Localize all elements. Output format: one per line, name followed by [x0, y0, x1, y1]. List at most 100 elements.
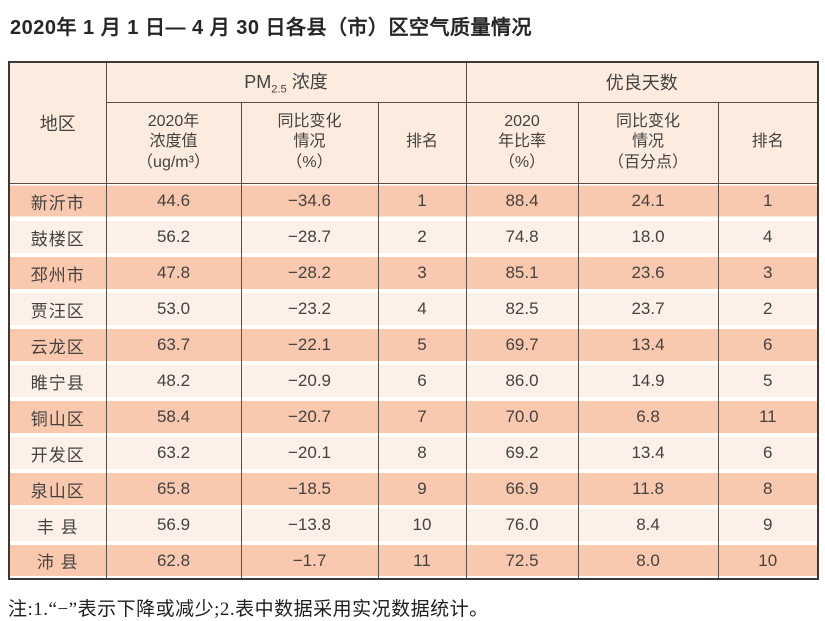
good-change-cell: 24.1 — [577, 183, 719, 219]
good-rank-cell: 6 — [717, 327, 819, 363]
good-rate-cell: 76.0 — [465, 507, 579, 543]
region-cell: 丰 县 — [8, 507, 107, 543]
pm-rank-cell: 5 — [377, 327, 467, 363]
good-rank-cell: 5 — [717, 363, 819, 399]
table-row: 鼓楼区 56.2 −28.7 2 74.8 18.0 4 — [8, 219, 819, 255]
pm-value-cell: 56.2 — [105, 219, 242, 255]
good-rate-cell: 74.8 — [465, 219, 579, 255]
pm25-label-rest: 浓度 — [286, 72, 328, 93]
good-rank-cell: 6 — [717, 435, 819, 471]
table-row: 贾汪区 53.0 −23.2 4 82.5 23.7 2 — [8, 291, 819, 327]
good-rate-cell: 86.0 — [465, 363, 579, 399]
pm-change-cell: −20.9 — [240, 363, 379, 399]
good-change-cell: 23.6 — [577, 255, 719, 291]
pm25-label-sub: 2.5 — [271, 84, 287, 97]
pm-change-cell: −1.7 — [240, 543, 379, 579]
pm-rank-cell: 10 — [377, 507, 467, 543]
page-title: 2020年 1 月 1 日— 4 月 30 日各县（市）区空气质量情况 — [10, 17, 533, 39]
good-change-cell: 8.4 — [577, 507, 719, 543]
pm-change-cell: −13.8 — [240, 507, 379, 543]
region-cell: 泉山区 — [8, 471, 107, 507]
pm-value-cell: 48.2 — [105, 363, 242, 399]
pm-rank-cell: 4 — [377, 291, 467, 327]
table-row: 新沂市 44.6 −34.6 1 88.4 24.1 1 — [8, 183, 819, 219]
pm-change-cell: −23.2 — [240, 291, 379, 327]
region-cell: 沛 县 — [8, 543, 107, 579]
pm-change-cell: −28.7 — [240, 219, 379, 255]
pm-value-cell: 62.8 — [105, 543, 242, 579]
header-good-change: 同比变化 情况 （百分点） — [577, 102, 719, 184]
good-change-cell: 18.0 — [577, 219, 719, 255]
pm-rank-cell: 3 — [377, 255, 467, 291]
region-cell: 云龙区 — [8, 327, 107, 363]
good-change-cell: 23.7 — [577, 291, 719, 327]
pm-rank-cell: 8 — [377, 435, 467, 471]
pm-rank-cell: 11 — [377, 543, 467, 579]
pm-value-cell: 56.9 — [105, 507, 242, 543]
region-cell: 贾汪区 — [8, 291, 107, 327]
good-change-cell: 8.0 — [577, 543, 719, 579]
good-rank-cell: 11 — [717, 399, 819, 435]
region-cell: 鼓楼区 — [8, 219, 107, 255]
good-change-cell: 11.8 — [577, 471, 719, 507]
good-rank-cell: 8 — [717, 471, 819, 507]
good-rate-cell: 82.5 — [465, 291, 579, 327]
header-pm-change: 同比变化 情况 （%） — [240, 102, 379, 184]
pm-change-cell: −18.5 — [240, 471, 379, 507]
pm-rank-cell: 1 — [377, 183, 467, 219]
pm-change-cell: −20.1 — [240, 435, 379, 471]
region-cell: 睢宁县 — [8, 363, 107, 399]
good-rate-cell: 72.5 — [465, 543, 579, 579]
header-pm25-group: PM2.5 浓度 — [105, 62, 467, 103]
table-row: 泉山区 65.8 −18.5 9 66.9 11.8 8 — [8, 471, 819, 507]
table-row: 丰 县 56.9 −13.8 10 76.0 8.4 9 — [8, 507, 819, 543]
region-cell: 邳州市 — [8, 255, 107, 291]
pm-value-cell: 44.6 — [105, 183, 242, 219]
good-rate-cell: 70.0 — [465, 399, 579, 435]
pm-change-cell: −34.6 — [240, 183, 379, 219]
pm-value-cell: 63.7 — [105, 327, 242, 363]
good-rate-cell: 69.7 — [465, 327, 579, 363]
good-change-cell: 13.4 — [577, 327, 719, 363]
table-row: 开发区 63.2 −20.1 8 69.2 13.4 6 — [8, 435, 819, 471]
region-cell: 铜山区 — [8, 399, 107, 435]
air-quality-table: 地区 PM2.5 浓度 优良天数 2020年 浓度值 （ug/m³） 同比变化 … — [8, 61, 820, 580]
header-good-rate: 2020 年比率 （%） — [465, 102, 579, 184]
header-pm-rank: 排名 — [377, 102, 467, 184]
good-rate-cell: 88.4 — [465, 183, 579, 219]
good-rank-cell: 4 — [717, 219, 819, 255]
region-cell: 开发区 — [8, 435, 107, 471]
header-pm-value: 2020年 浓度值 （ug/m³） — [105, 102, 242, 184]
good-rank-cell: 1 — [717, 183, 819, 219]
good-change-cell: 14.9 — [577, 363, 719, 399]
table-row: 睢宁县 48.2 −20.9 6 86.0 14.9 5 — [8, 363, 819, 399]
table-row: 沛 县 62.8 −1.7 11 72.5 8.0 10 — [8, 543, 819, 579]
pm-value-cell: 58.4 — [105, 399, 242, 435]
table-header: 地区 PM2.5 浓度 优良天数 2020年 浓度值 （ug/m³） 同比变化 … — [8, 62, 819, 184]
header-region: 地区 — [8, 62, 107, 184]
pm-rank-cell: 9 — [377, 471, 467, 507]
good-change-cell: 13.4 — [577, 435, 719, 471]
pm-rank-cell: 7 — [377, 399, 467, 435]
pm-rank-cell: 6 — [377, 363, 467, 399]
table-footnote: 注:1.“−”表示下降或减少;2.表中数据采用实况数据统计。 — [8, 599, 489, 620]
pm25-label-base: PM — [244, 72, 272, 93]
good-rate-cell: 66.9 — [465, 471, 579, 507]
table-body: 新沂市 44.6 −34.6 1 88.4 24.1 1 鼓楼区 56.2 −2… — [8, 183, 819, 579]
good-change-cell: 6.8 — [577, 399, 719, 435]
pm-change-cell: −20.7 — [240, 399, 379, 435]
header-group-row: 地区 PM2.5 浓度 优良天数 — [8, 62, 819, 184]
header-good-days-group: 优良天数 — [465, 62, 819, 103]
pm-change-cell: −28.2 — [240, 255, 379, 291]
table-row: 云龙区 63.7 −22.1 5 69.7 13.4 6 — [8, 327, 819, 363]
pm-value-cell: 65.8 — [105, 471, 242, 507]
good-rank-cell: 9 — [717, 507, 819, 543]
header-good-rank: 排名 — [717, 102, 819, 184]
good-rate-cell: 85.1 — [465, 255, 579, 291]
header-sub-row: 2020年 浓度值 （ug/m³） 同比变化 情况 （%） 排名 2020 年比… — [9, 102, 819, 184]
table-row: 邳州市 47.8 −28.2 3 85.1 23.6 3 — [8, 255, 819, 291]
good-rank-cell: 3 — [717, 255, 819, 291]
pm-change-cell: −22.1 — [240, 327, 379, 363]
pm-value-cell: 53.0 — [105, 291, 242, 327]
pm-rank-cell: 2 — [377, 219, 467, 255]
